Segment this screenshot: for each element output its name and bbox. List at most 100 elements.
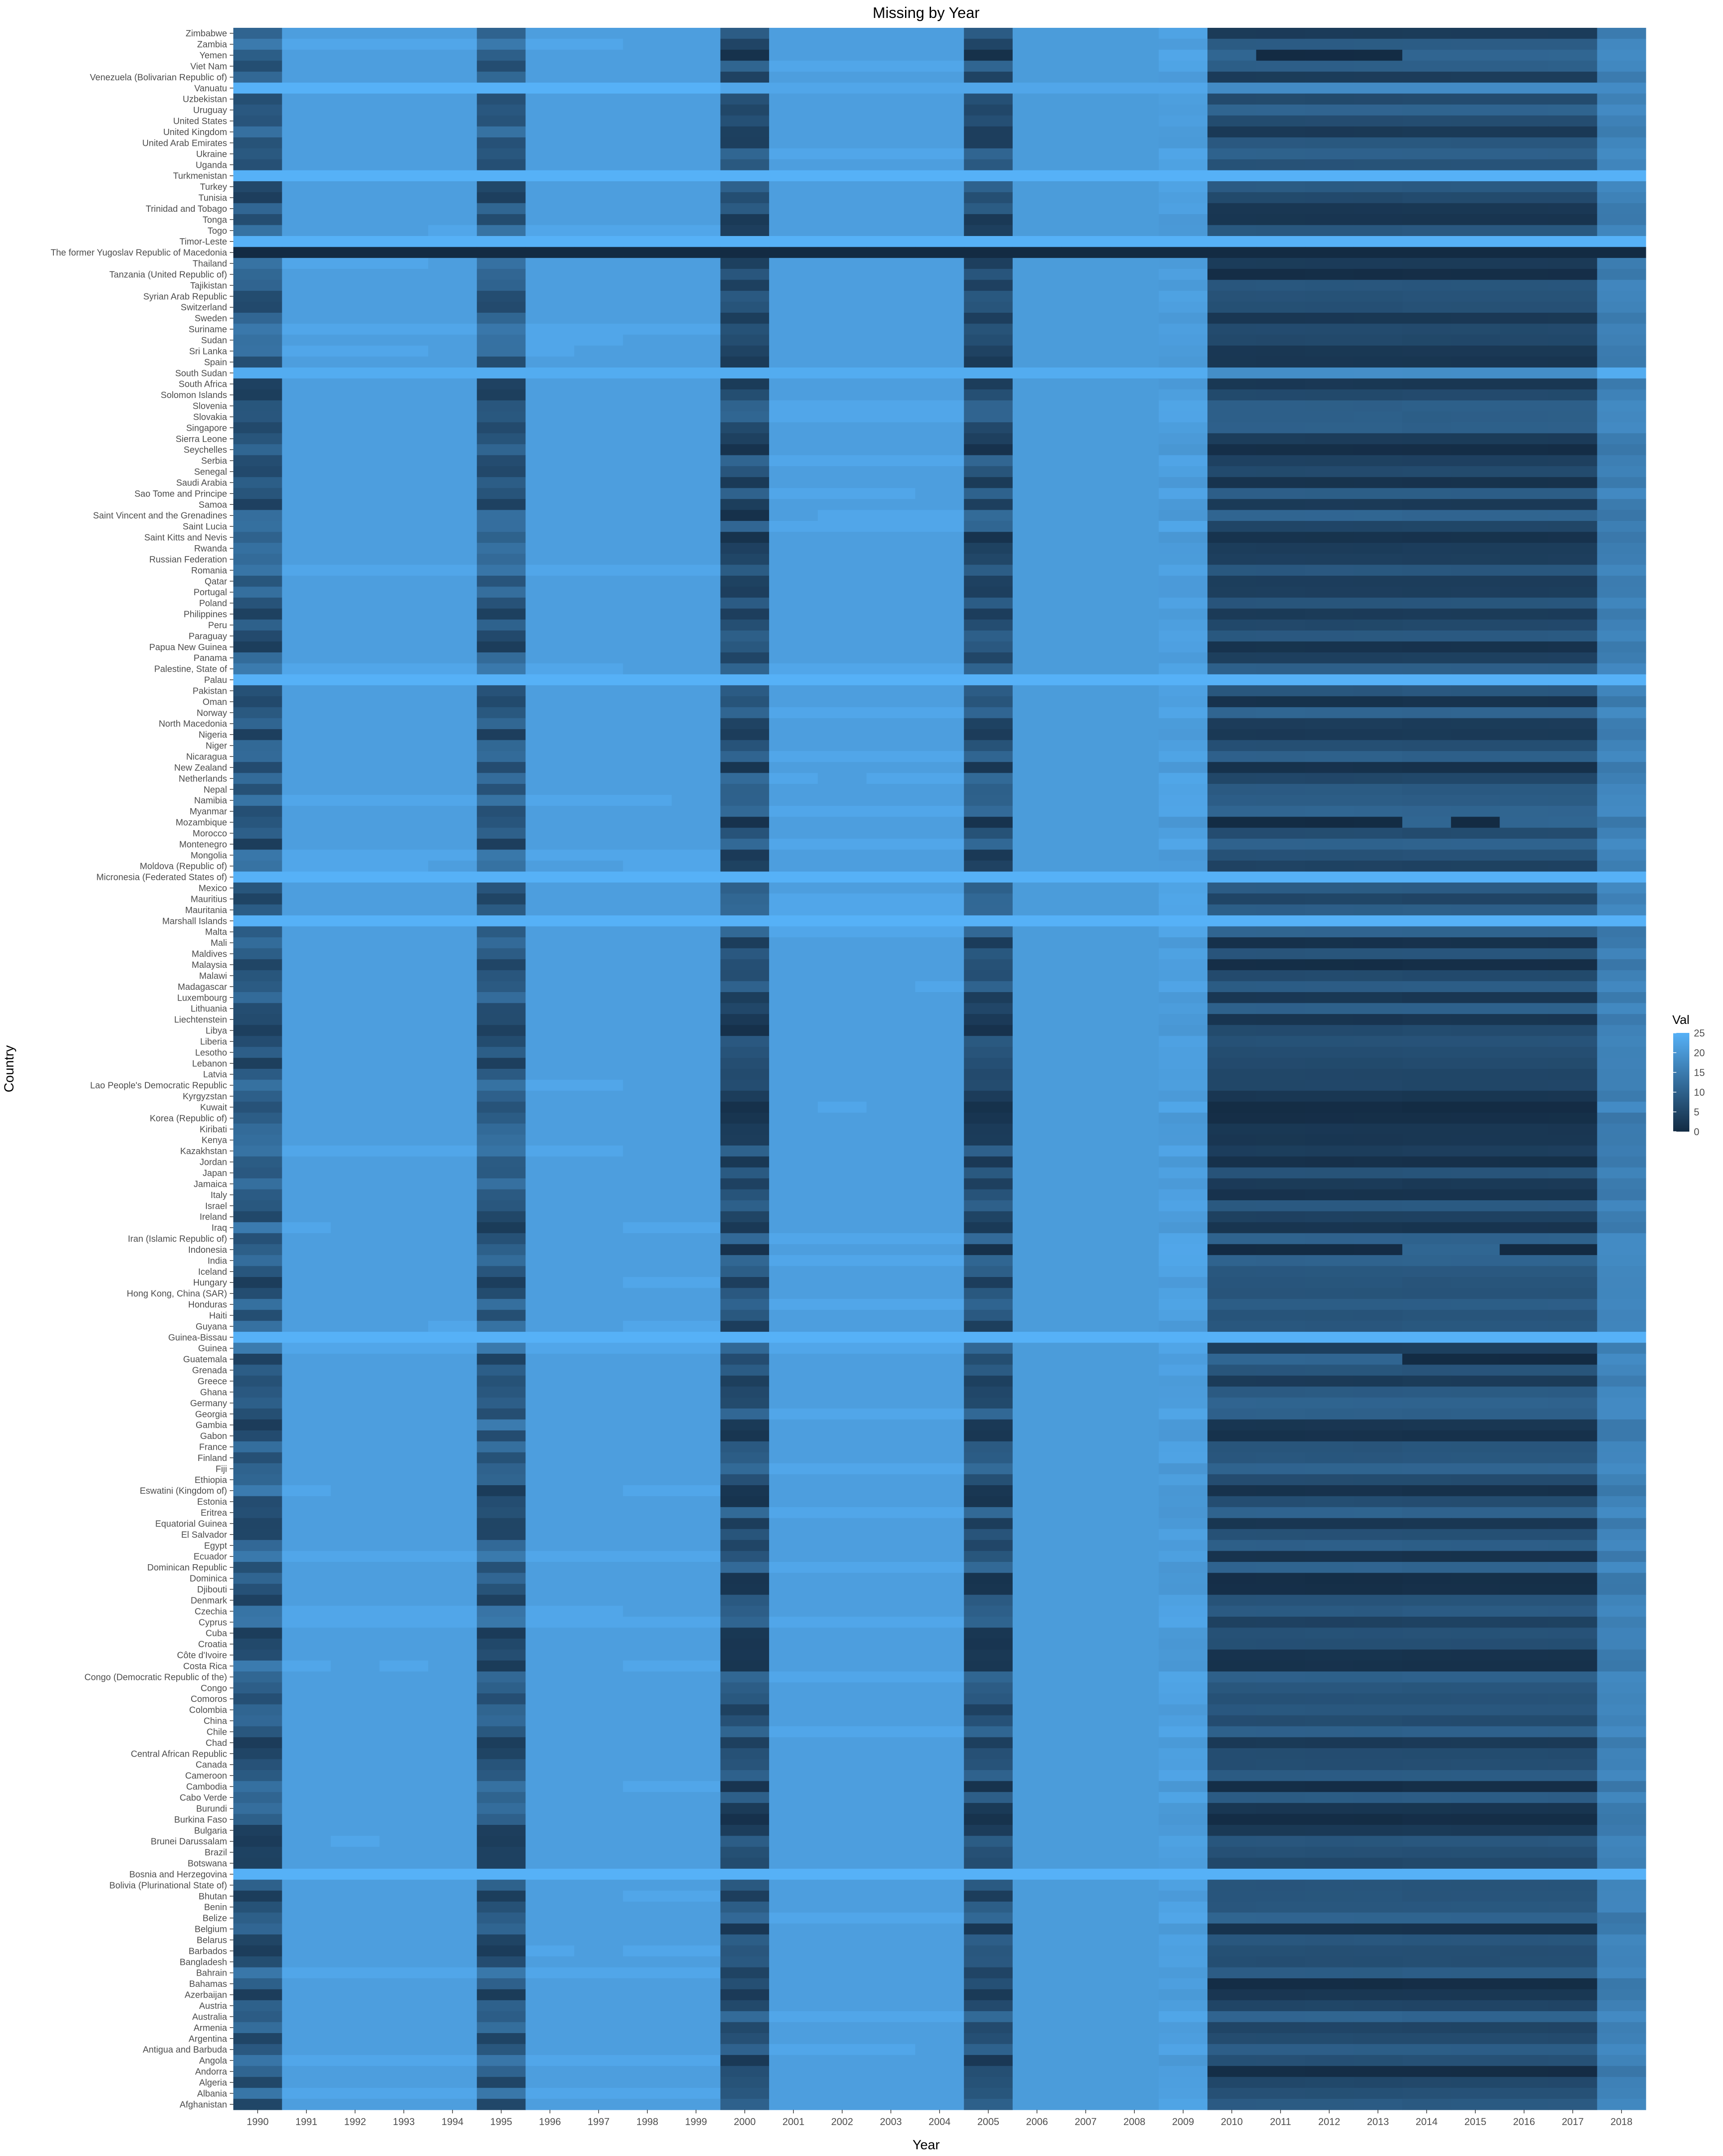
heatmap-cell	[1402, 608, 1452, 620]
heatmap-cell	[428, 805, 477, 817]
heatmap-cell	[1207, 1288, 1257, 1299]
heatmap-cell	[1207, 1025, 1257, 1036]
heatmap-cell	[769, 1222, 818, 1233]
heatmap-cell	[1159, 674, 1208, 686]
heatmap-cell	[769, 1277, 818, 1289]
heatmap-cell	[574, 444, 624, 456]
heatmap-cell	[720, 1375, 770, 1387]
heatmap-cell	[769, 1134, 818, 1146]
heatmap-cell	[964, 871, 1013, 883]
heatmap-cell	[769, 608, 818, 620]
heatmap-cell	[574, 1452, 624, 1464]
heatmap-cell	[818, 499, 867, 511]
heatmap-cell	[1159, 904, 1208, 916]
heatmap-cell	[1548, 433, 1598, 445]
heatmap-cell	[1451, 1058, 1500, 1069]
heatmap-cell	[1256, 1638, 1305, 1650]
heatmap-cell	[1012, 1112, 1062, 1124]
heatmap-cell	[623, 641, 672, 653]
heatmap-cell	[1451, 477, 1500, 489]
heatmap-cell	[1110, 1880, 1159, 1891]
heatmap-cell	[1597, 1715, 1646, 1727]
heatmap-cell	[233, 619, 283, 631]
heatmap-cell	[623, 170, 672, 182]
heatmap-cell	[574, 1540, 624, 1552]
heatmap-cell	[1110, 542, 1159, 554]
heatmap-cell	[671, 1540, 721, 1552]
heatmap-cell	[866, 1890, 916, 1902]
heatmap-cell	[720, 1617, 770, 1628]
heatmap-cell	[1353, 1858, 1403, 1869]
heatmap-cell	[866, 992, 916, 1004]
heatmap-cell	[720, 93, 770, 105]
heatmap-cell	[1402, 1770, 1452, 1781]
heatmap-cell	[1061, 499, 1111, 511]
heatmap-cell	[525, 1332, 575, 1343]
heatmap-cell	[233, 817, 283, 828]
heatmap-cell	[428, 554, 477, 565]
heatmap-cell	[1207, 258, 1257, 269]
heatmap-cell	[574, 510, 624, 521]
heatmap-cell	[769, 1890, 818, 1902]
heatmap-cell	[1402, 192, 1452, 204]
heatmap-cell	[671, 1277, 721, 1289]
heatmap-cell	[525, 312, 575, 324]
heatmap-cell	[623, 1836, 672, 1847]
heatmap-cell	[1500, 302, 1549, 313]
heatmap-cell	[1207, 1770, 1257, 1781]
heatmap-cell	[1500, 181, 1549, 192]
heatmap-cell	[1451, 1868, 1500, 1880]
heatmap-cell	[1207, 1715, 1257, 1727]
heatmap-cell	[671, 882, 721, 894]
heatmap-cell	[1548, 71, 1598, 83]
heatmap-cell	[1012, 520, 1062, 532]
heatmap-cell	[331, 258, 380, 269]
heatmap-cell	[1548, 685, 1598, 697]
heatmap-cell	[1012, 422, 1062, 434]
heatmap-cell	[1500, 740, 1549, 752]
heatmap-cell	[1305, 280, 1354, 291]
heatmap-cell	[1207, 1321, 1257, 1332]
heatmap-cell	[1110, 1036, 1159, 1047]
heatmap-cell	[1402, 1178, 1452, 1190]
heatmap-cell	[1256, 882, 1305, 894]
heatmap-cell	[671, 762, 721, 774]
heatmap-cell	[671, 269, 721, 280]
heatmap-cell	[1451, 291, 1500, 302]
heatmap-cell	[1353, 1244, 1403, 1255]
heatmap-cell	[1451, 1671, 1500, 1683]
heatmap-cell	[1548, 893, 1598, 905]
heatmap-cell	[1451, 1025, 1500, 1036]
heatmap-cell	[1451, 1781, 1500, 1793]
heatmap-cell	[1061, 554, 1111, 565]
heatmap-cell	[866, 258, 916, 269]
heatmap-cell	[233, 39, 283, 50]
heatmap-cell	[428, 532, 477, 543]
heatmap-cell	[818, 707, 867, 719]
heatmap-cell	[720, 1025, 770, 1036]
heatmap-cell	[1451, 466, 1500, 477]
heatmap-cell	[1159, 1682, 1208, 1694]
heatmap-cell	[915, 839, 964, 850]
heatmap-cell	[818, 1704, 867, 1716]
heatmap-cell	[866, 510, 916, 521]
heatmap-cell	[1207, 1485, 1257, 1497]
heatmap-cell	[1597, 367, 1646, 379]
heatmap-cell	[379, 1112, 429, 1124]
heatmap-cell	[379, 236, 429, 248]
heatmap-cell	[1353, 1364, 1403, 1376]
heatmap-cell	[379, 1200, 429, 1212]
heatmap-cell	[1159, 1890, 1208, 1902]
heatmap-cell	[1305, 1781, 1354, 1793]
heatmap-cell	[1402, 49, 1452, 61]
heatmap-cell	[1061, 422, 1111, 434]
heatmap-cell	[818, 1814, 867, 1825]
heatmap-cell	[1305, 1222, 1354, 1233]
heatmap-cell	[1402, 1167, 1452, 1179]
heatmap-cell	[1061, 1507, 1111, 1518]
heatmap-cell	[818, 324, 867, 335]
heatmap-cell	[1061, 1792, 1111, 1803]
heatmap-cell	[1159, 1846, 1208, 1858]
heatmap-cell	[1500, 1518, 1549, 1530]
heatmap-cell	[623, 83, 672, 94]
